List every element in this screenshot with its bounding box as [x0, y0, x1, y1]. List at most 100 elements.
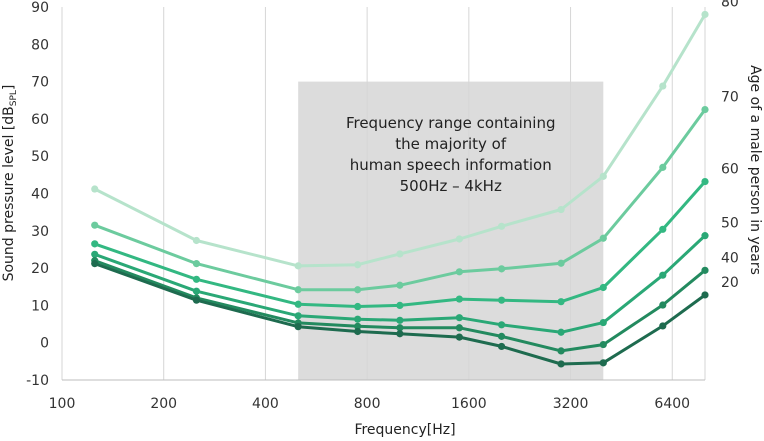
data-point [497, 265, 506, 273]
x-tick-label: 200 [150, 396, 177, 412]
age-label: 50 [721, 216, 739, 232]
x-tick-label: 3200 [553, 396, 589, 412]
y-axis-title: Sound pressure level [dBSPL] [1, 85, 19, 282]
age-labels: 80 70 60 50 40 20 [721, 0, 739, 291]
data-point [455, 295, 463, 303]
series-50 [91, 232, 709, 336]
annotation-line: human speech information [350, 156, 552, 174]
data-point [659, 322, 667, 330]
data-point [294, 262, 302, 270]
data-point [659, 163, 667, 171]
data-point [497, 332, 506, 340]
x-tick-labels: 100 200 400 800 1600 3200 6400 [49, 396, 690, 412]
data-point [599, 359, 607, 367]
data-point [659, 271, 667, 279]
data-point [354, 322, 362, 330]
data-point [497, 342, 506, 351]
data-point [557, 360, 565, 368]
age-label: 70 [721, 90, 739, 106]
data-point [659, 225, 667, 233]
y-axis-title-subscript: SPL [9, 90, 19, 106]
data-point [599, 318, 607, 327]
data-point [91, 260, 99, 268]
age-label: 40 [721, 250, 739, 266]
data-point [294, 300, 302, 308]
data-point [701, 266, 709, 274]
data-point [396, 281, 404, 289]
data-point [497, 222, 506, 230]
y-tick-label: 20 [31, 261, 49, 277]
speech-range-annotation: Frequency range containing the majority o… [346, 114, 556, 195]
x-tick-label: 100 [49, 396, 76, 412]
y-tick-label: 10 [31, 298, 49, 314]
data-point [599, 172, 607, 180]
data-point [599, 283, 607, 292]
data-point [557, 328, 565, 336]
data-point [497, 296, 506, 304]
data-point [659, 82, 667, 90]
y-axis-title-close: ] [1, 85, 17, 90]
y-axis-title-main: Sound pressure level [dB [1, 106, 17, 281]
data-point [557, 298, 565, 306]
data-point [701, 232, 709, 240]
data-point [455, 314, 463, 322]
data-point [91, 240, 99, 248]
data-point [497, 321, 506, 329]
data-point [557, 205, 565, 214]
data-point [294, 312, 302, 320]
data-point [294, 286, 302, 294]
x-tick-label: 400 [252, 396, 279, 412]
data-point [192, 296, 201, 304]
series-70 [91, 105, 709, 294]
data-point [396, 324, 404, 332]
data-point [455, 268, 463, 276]
series-60 [91, 177, 709, 311]
data-point [396, 250, 404, 258]
data-point [557, 259, 565, 267]
x-tick-label: 800 [354, 396, 381, 412]
x-tick-label: 1600 [451, 396, 487, 412]
data-point [354, 302, 362, 311]
data-point [455, 235, 463, 243]
age-label: 20 [721, 275, 739, 291]
data-point [91, 250, 99, 258]
data-point [396, 301, 404, 309]
y-tick-label: 80 [31, 37, 49, 53]
data-point [91, 221, 99, 229]
y-tick-labels: -10 0 10 20 30 40 50 60 70 80 90 [26, 0, 49, 389]
data-point [192, 287, 201, 295]
x-axis-title: Frequency[Hz] [354, 422, 455, 438]
data-point [354, 286, 362, 294]
y-tick-label: 40 [31, 187, 49, 203]
data-point [455, 324, 463, 332]
age-label: 60 [721, 162, 739, 178]
data-point [455, 333, 463, 341]
y-tick-label: 30 [31, 224, 49, 240]
data-point [701, 291, 709, 299]
data-point [701, 105, 709, 114]
data-point [659, 301, 667, 309]
y-tick-label: 0 [40, 336, 49, 352]
age-label: 80 [721, 0, 739, 10]
data-point [701, 10, 709, 19]
data-point [599, 340, 607, 349]
data-point [354, 261, 362, 269]
series-20 [91, 260, 709, 368]
y-tick-label: 50 [31, 149, 49, 165]
y-tick-label: -10 [26, 373, 49, 389]
y-tick-label: 60 [31, 112, 49, 128]
x-tick-label: 6400 [654, 396, 690, 412]
data-point [396, 330, 404, 338]
annotation-line: 500Hz – 4kHz [400, 177, 502, 195]
data-point [192, 275, 201, 283]
y-tick-label: 90 [31, 0, 49, 16]
data-point [192, 260, 201, 268]
annotation-line: the majority of [395, 135, 507, 153]
data-point [396, 316, 404, 324]
y-tick-label: 70 [31, 75, 49, 91]
data-point [354, 327, 362, 336]
series-lines [91, 10, 709, 368]
annotation-line: Frequency range containing [346, 114, 556, 132]
